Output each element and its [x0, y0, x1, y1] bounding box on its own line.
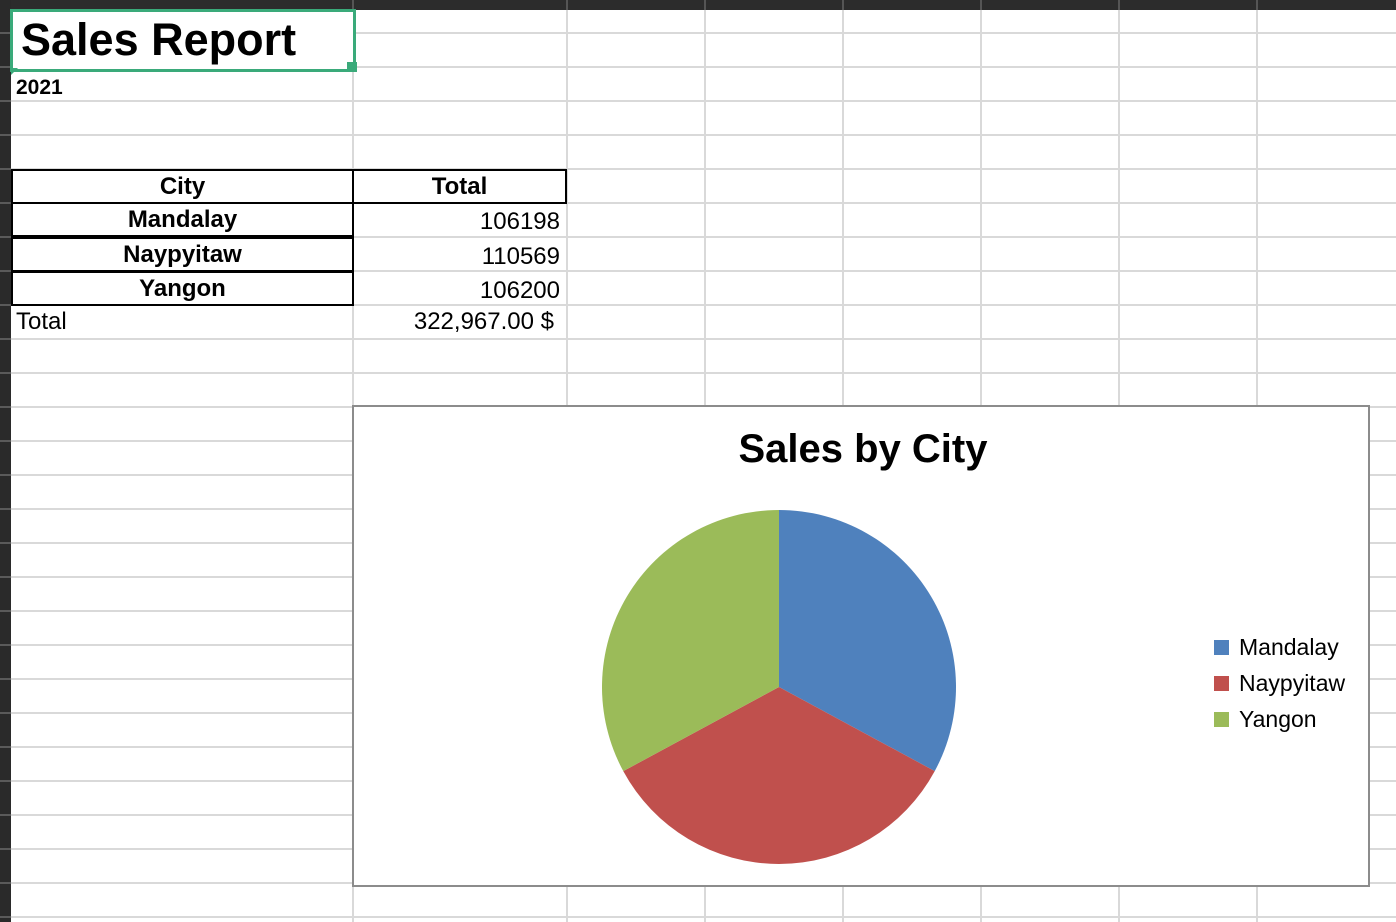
column-divider [980, 0, 982, 10]
legend-label: Naypyitaw [1239, 669, 1346, 696]
legend-item: Mandalay [1214, 629, 1345, 665]
pie-plot-area [602, 510, 956, 864]
sales-pie-chart[interactable]: Sales by City Mandalay Naypyitaw Yangon [352, 405, 1370, 887]
column-divider [1256, 0, 1258, 10]
cell-note-marker [11, 68, 18, 75]
pie-slice-yangon[interactable] [602, 510, 779, 772]
selected-cell[interactable] [10, 9, 356, 72]
pie-slice-mandalay[interactable] [779, 510, 956, 772]
column-divider [842, 0, 844, 10]
grand-total-value[interactable]: 322,967.00 $ [413, 308, 554, 335]
total-cell[interactable]: 106200 [479, 276, 560, 304]
row-header-bar [0, 0, 11, 922]
legend-item: Naypyitaw [1214, 665, 1345, 701]
report-year[interactable]: 2021 [16, 76, 63, 99]
header-city[interactable]: City [11, 169, 354, 204]
city-cell[interactable]: Mandalay [11, 202, 354, 237]
legend-swatch [1214, 711, 1229, 727]
column-divider [566, 0, 568, 10]
header-total[interactable]: Total [352, 169, 567, 204]
chart-title: Sales by City [738, 427, 988, 471]
city-cell[interactable]: Naypyitaw [11, 237, 354, 272]
column-divider [352, 0, 354, 10]
city-cell[interactable]: Yangon [11, 271, 354, 306]
legend-label: Mandalay [1239, 633, 1339, 660]
column-divider [1118, 0, 1120, 10]
pie-slice-naypyitaw[interactable] [623, 687, 935, 864]
legend-swatch [1214, 639, 1229, 655]
fill-handle[interactable] [347, 62, 357, 72]
total-cell[interactable]: 110569 [481, 242, 560, 270]
legend-swatch [1214, 675, 1229, 691]
total-cell[interactable]: 106198 [479, 207, 560, 235]
grand-total-label[interactable]: Total [16, 308, 67, 335]
legend-item: Yangon [1214, 701, 1345, 737]
column-divider [704, 0, 706, 10]
column-header-bar [0, 0, 1396, 10]
sheet-title[interactable]: Sales Report [21, 14, 297, 65]
chart-legend: Mandalay Naypyitaw Yangon [1214, 629, 1345, 737]
legend-label: Yangon [1239, 705, 1317, 732]
